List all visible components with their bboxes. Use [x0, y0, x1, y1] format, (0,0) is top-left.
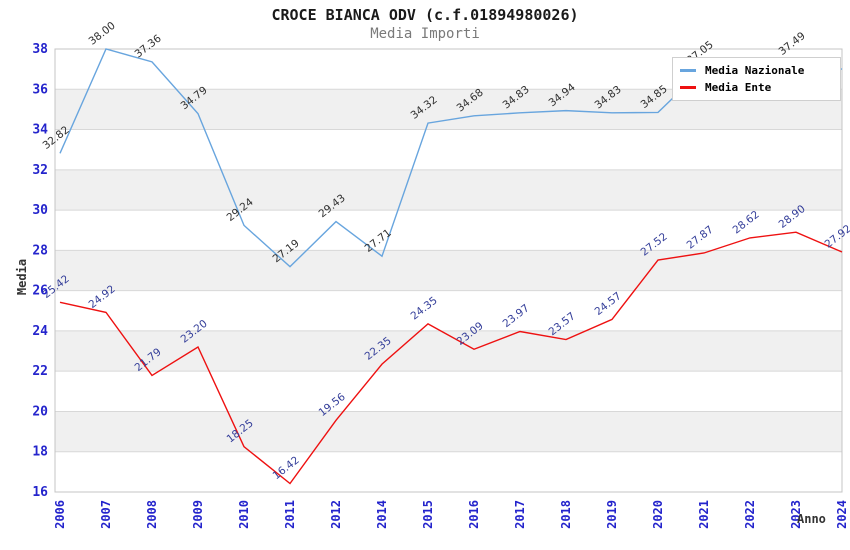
- x-tick-label: 2020: [651, 500, 665, 529]
- x-tick-label: 2018: [559, 500, 573, 529]
- data-label: 23.97: [501, 302, 532, 330]
- grid-band: [55, 250, 842, 291]
- x-tick-label: 2014: [375, 500, 389, 529]
- y-tick-label: 38: [32, 42, 48, 57]
- y-tick-label: 36: [32, 82, 48, 97]
- x-tick-label: 2017: [513, 500, 527, 529]
- line-swatch-icon: [680, 69, 696, 72]
- legend-label: Media Nazionale: [705, 64, 805, 77]
- chart-title: CROCE BIANCA ODV (c.f.01894980026): [271, 6, 579, 24]
- y-tick-label: 26: [32, 284, 48, 299]
- legend-item-media-nazionale: Media Nazionale: [680, 64, 840, 77]
- y-tick-label: 22: [32, 364, 48, 379]
- y-axis-title: Media: [15, 258, 30, 296]
- chart-subtitle: Media Importi: [370, 26, 480, 42]
- x-tick-label: 2007: [99, 500, 113, 529]
- grid-band: [55, 330, 842, 372]
- x-tick-label: 2015: [421, 500, 435, 529]
- x-tick-label: 2019: [605, 500, 619, 529]
- y-tick-label: 28: [32, 243, 48, 258]
- x-tick-label: 2010: [237, 500, 251, 529]
- data-label: 37.49: [777, 30, 808, 58]
- data-label: 24.57: [593, 290, 624, 318]
- x-axis-title: Anno: [797, 512, 826, 526]
- x-tick-label: 2006: [53, 500, 67, 529]
- data-label: 38.00: [87, 20, 118, 48]
- grid-band: [55, 411, 842, 452]
- data-label: 27.92: [823, 223, 850, 251]
- x-tick-label: 2022: [743, 500, 757, 529]
- y-tick-label: 24: [32, 324, 48, 339]
- x-tick-label: 2023: [789, 500, 803, 529]
- plot-border: [54, 48, 843, 493]
- data-label: 27.87: [685, 224, 716, 252]
- y-tick-label: 32: [32, 163, 48, 178]
- data-label: 16.42: [271, 454, 302, 482]
- y-tick-label: 30: [32, 203, 48, 218]
- data-label: 28.62: [731, 209, 762, 237]
- data-label: 24.35: [409, 295, 440, 323]
- series-line-media-ente: [59, 231, 843, 485]
- x-tick-label: 2011: [283, 500, 297, 529]
- line-swatch-icon: [680, 86, 696, 89]
- legend: Media Nazionale Media Ente: [672, 57, 841, 101]
- x-tick-label: 2012: [329, 500, 343, 529]
- y-tick-label: 16: [32, 485, 48, 500]
- x-tick-label: 2021: [697, 500, 711, 529]
- data-label: 37.36: [133, 32, 164, 60]
- x-tick-label: 2016: [467, 500, 481, 529]
- y-tick-label: 18: [32, 445, 48, 460]
- x-tick-label: 2009: [191, 500, 205, 529]
- y-tick-label: 20: [32, 404, 48, 419]
- legend-item-media-ente: Media Ente: [680, 81, 840, 94]
- legend-label: Media Ente: [705, 81, 772, 94]
- y-tick-label: 34: [32, 123, 48, 138]
- grid-band: [55, 169, 842, 211]
- x-tick-label: 2024: [835, 500, 849, 529]
- x-tick-label: 2008: [145, 500, 159, 529]
